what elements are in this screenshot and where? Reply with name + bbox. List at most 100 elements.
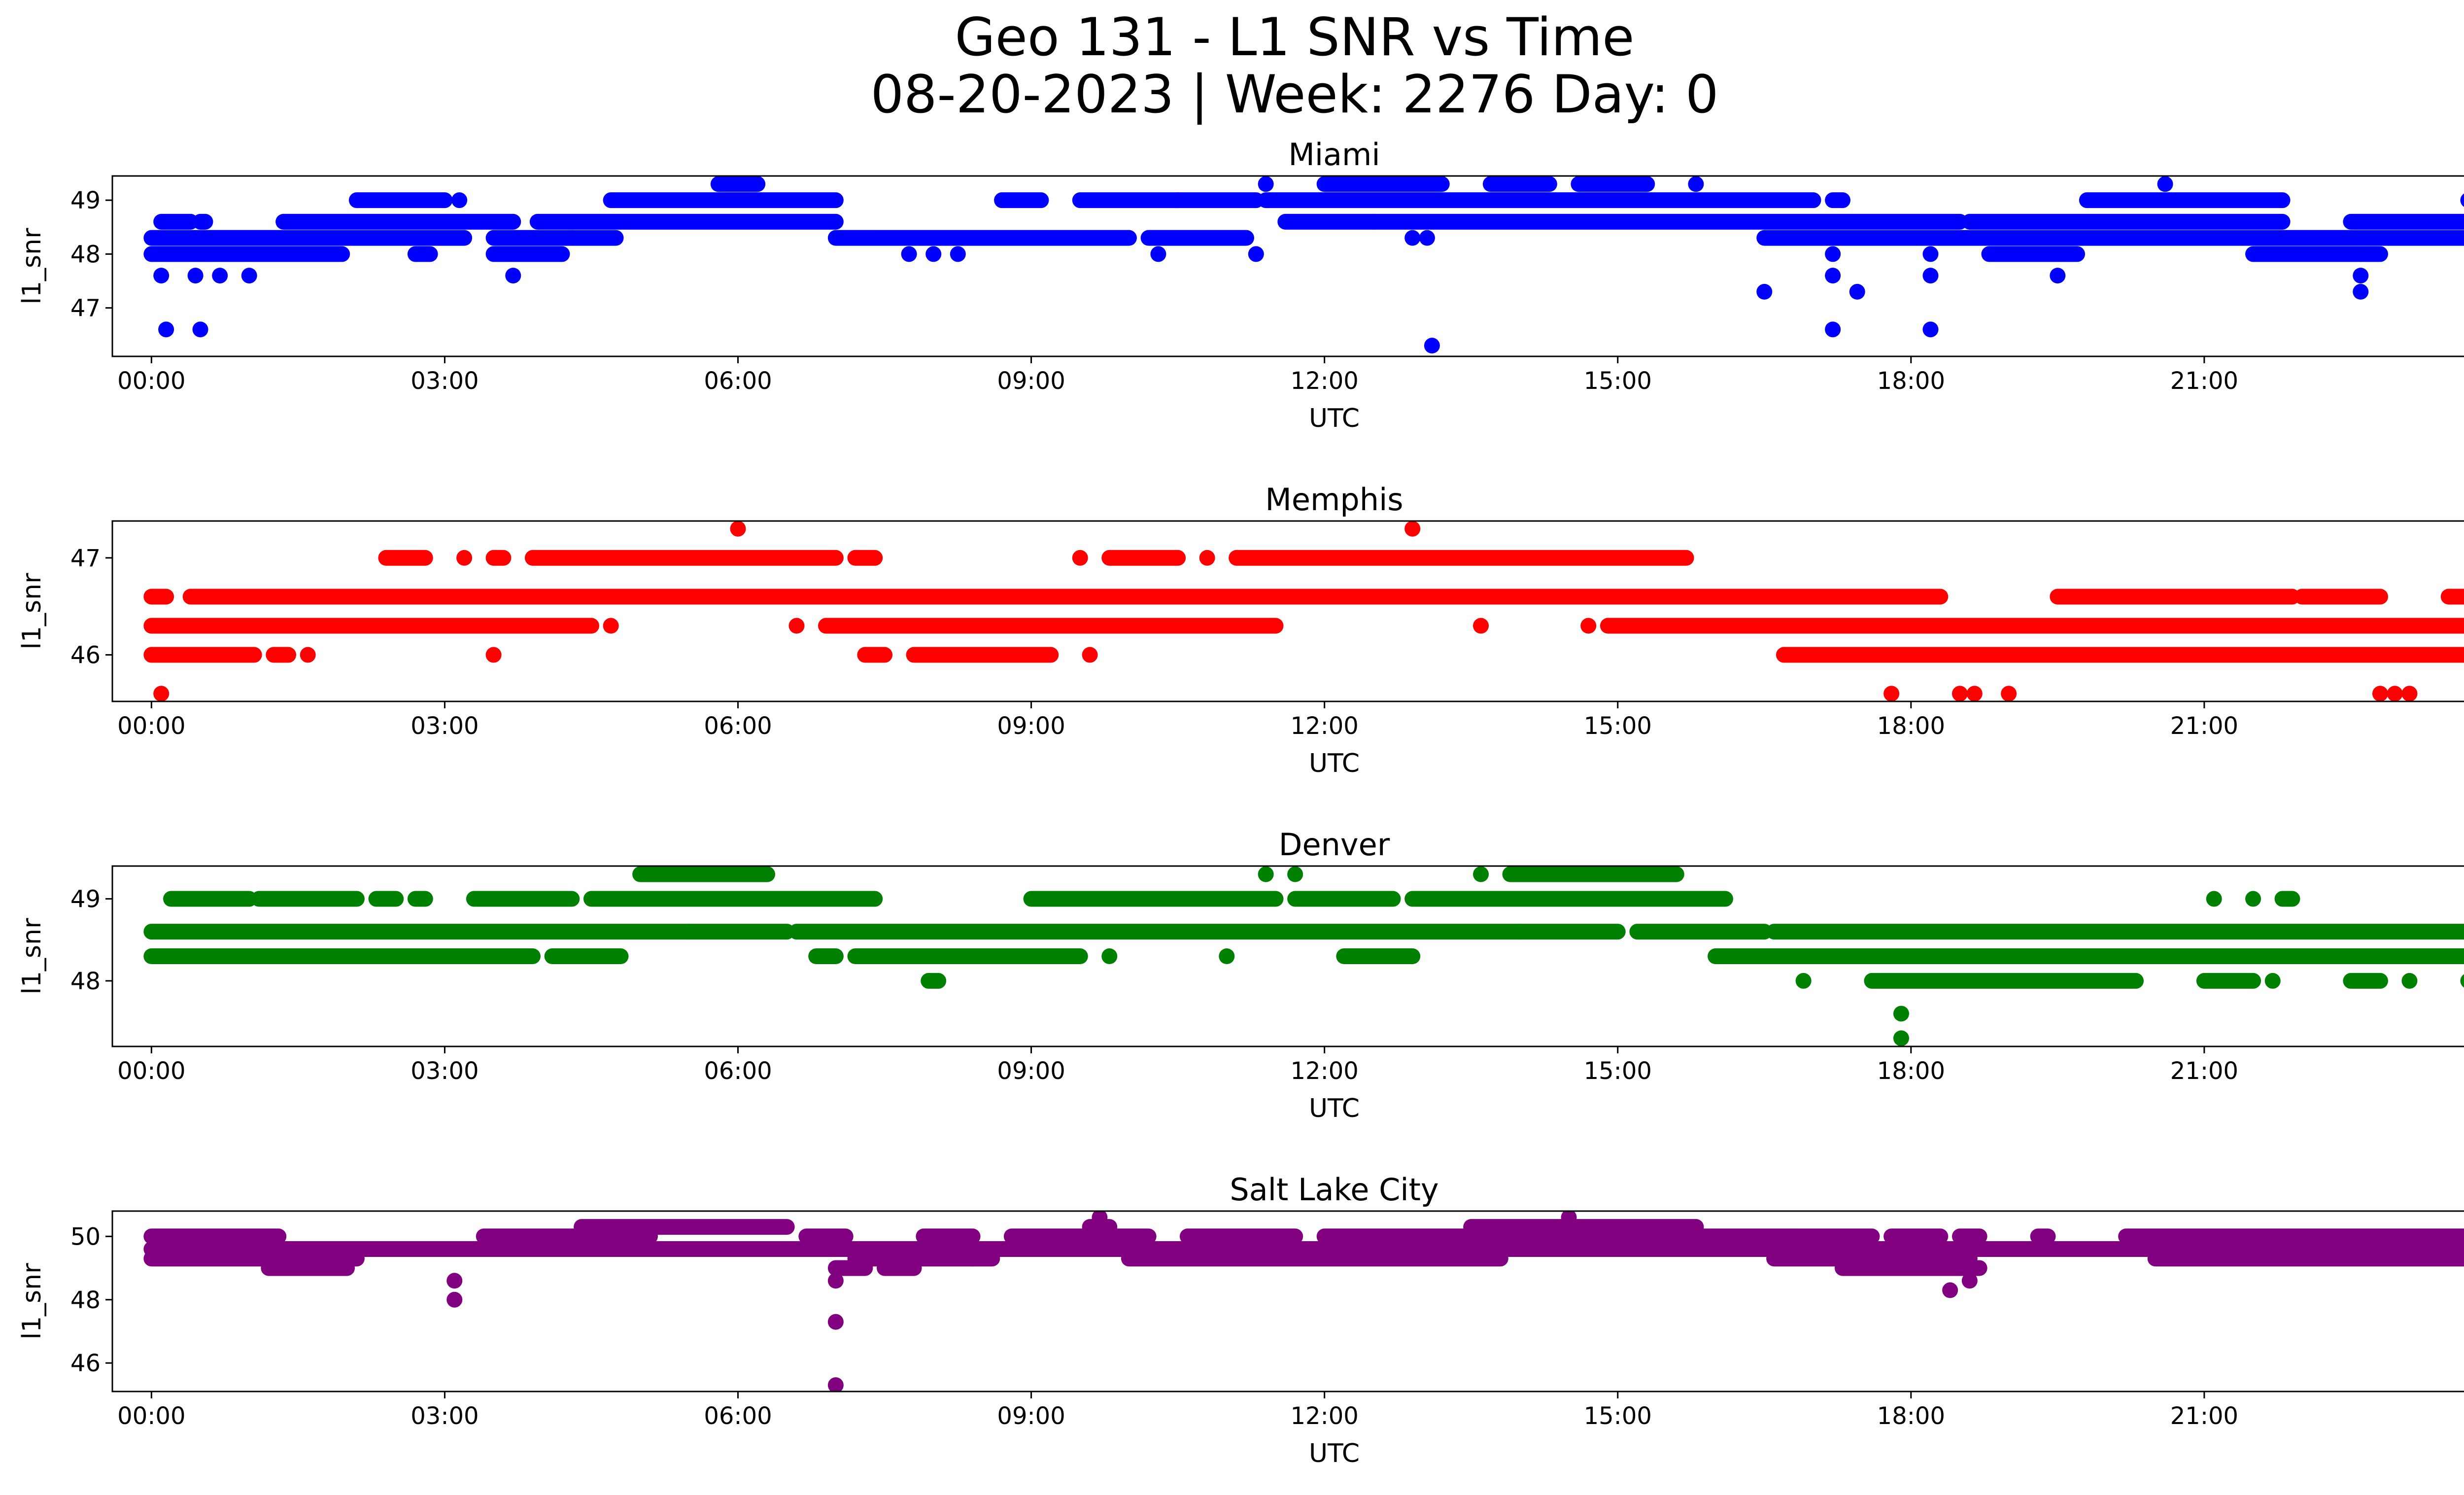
data-point (2050, 268, 2066, 284)
series-points (143, 866, 2464, 1046)
x-axis-label: UTC (1309, 749, 1360, 778)
data-point (505, 268, 521, 284)
data-point (1893, 1006, 1909, 1022)
data-point (1756, 283, 1773, 300)
y-tick-label: 46 (70, 1350, 101, 1377)
data-point (2401, 973, 2418, 989)
x-tick-label: 09:00 (997, 1057, 1065, 1085)
y-axis-label: l1_snr (17, 1263, 47, 1340)
y-axis-label: l1_snr (17, 918, 47, 995)
data-point (1082, 647, 1098, 663)
x-tick-label: 06:00 (704, 1402, 772, 1430)
x-tick-label: 03:00 (411, 367, 479, 395)
subplots: 00:00 03:00 06:00 09:00 12:00 15:00 18:00 21:00… (17, 137, 2464, 1468)
data-point (2387, 686, 2403, 701)
x-tick-label: 00:00 (117, 1057, 185, 1085)
axes-frame (111, 1210, 2464, 1392)
data-point (212, 268, 228, 284)
data-point (300, 647, 316, 663)
data-point (187, 268, 204, 284)
data-point (901, 246, 917, 262)
series-points (143, 176, 2464, 354)
x-tick-label: 00:00 (117, 1402, 185, 1430)
x-tick-label: 18:00 (1877, 1402, 1945, 1430)
x-tick-label: 06:00 (704, 1057, 772, 1085)
x-tick-label: 12:00 (1291, 367, 1359, 395)
data-point (1150, 246, 1166, 262)
y-tick-label: 47 (70, 295, 101, 322)
data-point (2353, 283, 2369, 300)
data-point (1825, 268, 1841, 284)
data-point (2001, 686, 2017, 701)
subplot-salt-lake-city: 00:00 03:00 06:00 09:00 12:00 15:00 18:00 21:00… (17, 1172, 2464, 1468)
data-point (2460, 974, 2464, 988)
data-point (446, 1291, 463, 1308)
x-axis-label: UTC (1309, 1094, 1360, 1123)
subplot-memphis: 00:00 03:00 06:00 09:00 12:00 15:00 18:00 21:00… (17, 482, 2464, 778)
data-point (1883, 686, 1900, 701)
data-point (2264, 973, 2281, 989)
x-tick-label: 09:00 (997, 367, 1065, 395)
data-point (1942, 1282, 1958, 1298)
data-point (446, 1273, 463, 1289)
data-point (603, 618, 619, 634)
x-tick-label: 12:00 (1291, 1402, 1359, 1430)
x-axis-label: UTC (1309, 1439, 1360, 1468)
series-points (143, 1211, 2464, 1391)
data-point (1473, 618, 1489, 634)
data-point (2245, 891, 2261, 907)
x-tick-label: 03:00 (411, 712, 479, 740)
subplot-title: Salt Lake City (1230, 1172, 1438, 1208)
data-point (192, 321, 208, 338)
data-point (241, 268, 257, 284)
y-tick-label: 48 (70, 1286, 101, 1314)
y-tick-label: 48 (70, 968, 101, 995)
x-axis-label: UTC (1309, 404, 1360, 433)
data-point (2372, 686, 2388, 701)
y-tick-label: 47 (70, 545, 101, 572)
data-point (1893, 1030, 1909, 1046)
figure-title-line-2: 08-20-2023 | Week: 2276 Day: 0 (871, 64, 1719, 125)
data-point (1561, 1211, 1577, 1225)
x-tick-label: 15:00 (1584, 1402, 1652, 1430)
data-point (1101, 948, 1118, 964)
data-point (1922, 268, 1939, 284)
data-point (158, 321, 174, 338)
data-point (1258, 866, 1274, 882)
x-tick-label: 12:00 (1291, 712, 1359, 740)
x-tick-label: 15:00 (1584, 1057, 1652, 1085)
x-tick-label: 21:00 (2170, 367, 2238, 395)
data-point (1825, 321, 1841, 338)
data-point (1072, 550, 1088, 566)
x-tick-label: 21:00 (2170, 1057, 2238, 1085)
data-point (827, 1314, 844, 1330)
x-tick-label: 21:00 (2170, 712, 2238, 740)
y-axis-label: l1_snr (17, 573, 47, 650)
data-point (1199, 550, 1215, 566)
x-tick-label: 18:00 (1877, 1057, 1945, 1085)
data-point (485, 647, 502, 663)
subplot-miami: 00:00 03:00 06:00 09:00 12:00 15:00 18:00 21:00… (17, 137, 2464, 433)
x-tick-label: 21:00 (2170, 1402, 2238, 1430)
data-point (827, 1273, 844, 1289)
data-point (925, 246, 942, 262)
data-point (1961, 1273, 1978, 1289)
subplot-title: Miami (1288, 137, 1380, 173)
data-point (2353, 246, 2369, 262)
data-point (827, 1377, 844, 1391)
data-point (788, 618, 805, 634)
x-tick-label: 09:00 (997, 1402, 1065, 1430)
x-tick-label: 15:00 (1584, 712, 1652, 740)
axes-frame (111, 175, 2464, 357)
data-point (153, 686, 170, 701)
y-tick-label: 49 (70, 187, 101, 214)
x-tick-label: 15:00 (1584, 367, 1652, 395)
data-point (1248, 246, 1264, 262)
data-point (1287, 866, 1303, 882)
x-tick-label: 18:00 (1877, 712, 1945, 740)
data-point (1849, 283, 1865, 300)
figure-title-line-1: Geo 131 - L1 SNR vs Time (955, 7, 1634, 68)
data-point (1688, 176, 1704, 192)
data-point (2401, 686, 2418, 701)
